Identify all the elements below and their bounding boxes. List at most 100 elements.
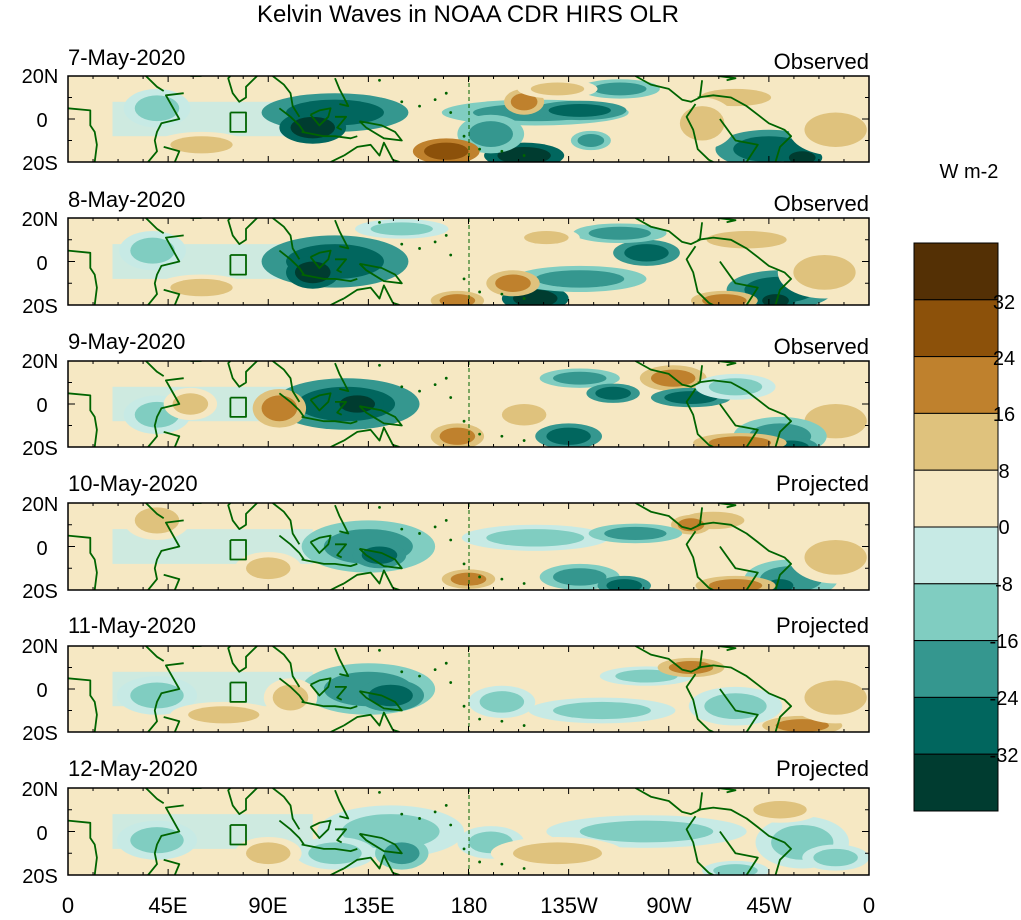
island [449,253,453,257]
coastline [343,284,400,305]
lat-label: 20N [22,779,59,801]
coastline [358,832,403,855]
axis-ticks [67,75,870,163]
island [478,717,482,721]
colorbar-tick-label: -8 [995,574,1013,596]
lat-label: 0 [36,395,47,417]
coastline [227,76,258,103]
coastline [147,519,184,590]
map-panel: 9-May-2020 Observed 20N 0 20S [22,329,870,460]
coastline [330,154,345,162]
coastline [278,534,305,561]
coastline [145,646,165,662]
lon-label: 180 [451,893,488,918]
lat-label: 20N [22,494,59,516]
coastline [163,716,181,732]
colorbar-tick-label: -16 [990,631,1019,653]
coastline [145,76,165,92]
coastline [330,297,345,305]
lon-label: 90W [646,893,691,918]
anomaly-contour [793,254,856,290]
land-outline [68,218,792,305]
lat-label: 20N [22,351,59,373]
island [433,98,437,102]
coastline [229,396,247,418]
lat-label: 0 [36,538,47,560]
anomaly-contour [170,136,233,154]
coastline [301,701,358,710]
island [433,810,437,814]
island [449,681,453,684]
island [444,91,448,95]
anomaly-contour [775,719,829,732]
coastline [697,236,792,305]
anomaly-contour [708,436,772,447]
panel-status: Projected [776,613,869,638]
coastline [697,379,792,447]
coastline [163,431,181,447]
island [433,525,437,529]
coastline [335,401,347,416]
lon-label: 0 [62,893,74,918]
coastline [145,503,165,519]
colorbar-tick-label: 24 [993,348,1015,370]
land-outline [68,76,792,162]
coastline [229,539,247,561]
island [400,100,404,104]
island [478,432,482,436]
lat-label: 20N [22,636,59,658]
coastline [358,405,403,427]
island [449,538,453,542]
map-panel: 10-May-2020 Projected 20N 0 20S [22,471,870,603]
coastline [330,724,345,732]
coastline [68,249,98,305]
island [418,674,421,678]
island [500,292,504,296]
lat-label: 0 [36,680,47,702]
island [444,804,448,807]
anomaly-contour [804,112,867,147]
coastline [229,681,247,703]
lon-label: 45E [148,893,187,918]
colorbar-box [913,412,999,471]
island [522,439,526,442]
panel-date: 11-May-2020 [68,613,196,638]
coastline [335,543,347,559]
land-outline [68,361,792,447]
island [444,376,448,380]
anomaly-contour [668,661,714,674]
lat-label: 20S [22,296,58,318]
coastline [334,504,350,535]
island [378,505,381,509]
panel-date: 12-May-2020 [68,756,198,781]
anomaly-contour [595,386,631,400]
coastline [272,503,301,545]
island [500,149,504,153]
axis-ticks [67,502,870,591]
coastline [309,819,332,839]
panel-status: Observed [774,334,869,359]
panel-status: Observed [774,49,869,74]
coastline [227,218,258,245]
coastline [697,521,792,590]
coastline [229,824,247,846]
coastline [163,858,181,875]
anomaly-contour [813,848,858,867]
colorbar-box [913,242,999,301]
coastline [301,843,358,852]
island [500,862,504,866]
map-panel: 7-May-2020 Observed 20N 0 20S [22,45,870,175]
coastline [358,690,403,712]
coastline [719,545,759,590]
anomaly-contour [308,842,362,865]
coastline [343,711,400,732]
anomaly-contour [261,395,298,422]
coastline [145,361,165,377]
lon-label: 90E [248,893,287,918]
island [444,661,448,665]
olr-anomaly-field [68,503,869,590]
coastline [697,664,792,732]
coastline [719,688,759,732]
anomaly-contour [486,529,585,547]
